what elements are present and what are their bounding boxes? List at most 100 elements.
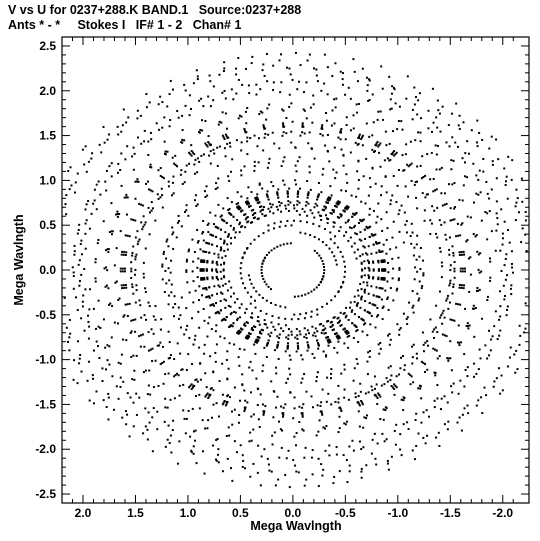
data-point (252, 325, 255, 328)
chart-subtitle: Ants * - * Stokes I IF# 1 - 2 Chan# 1 (8, 18, 242, 32)
data-point (123, 267, 126, 270)
data-point (201, 277, 204, 280)
data-point (117, 397, 120, 400)
data-point (162, 345, 165, 348)
y-tick-label: -1.5 (35, 397, 56, 411)
data-point (250, 415, 253, 418)
data-point (278, 147, 281, 150)
data-point (282, 243, 285, 246)
y-tick-label: -1.0 (35, 353, 56, 367)
data-point (375, 295, 378, 298)
data-point (339, 129, 342, 132)
data-point (84, 208, 87, 211)
data-point (149, 348, 152, 351)
data-point (252, 329, 255, 332)
data-point (225, 127, 228, 130)
data-point (398, 230, 401, 233)
data-point (448, 248, 451, 251)
data-point (279, 220, 282, 223)
data-point (278, 59, 281, 62)
data-point (249, 332, 252, 335)
data-point (224, 282, 227, 285)
data-point (222, 70, 225, 73)
data-point (364, 322, 367, 325)
data-point (489, 260, 492, 263)
data-point (350, 227, 353, 230)
data-point (197, 310, 200, 313)
data-point (315, 68, 318, 71)
data-point (246, 203, 249, 206)
data-point (337, 290, 340, 293)
data-point (363, 291, 366, 294)
data-point (498, 334, 501, 337)
data-point (510, 262, 513, 265)
data-point (276, 193, 279, 196)
data-point (184, 104, 187, 107)
data-point (266, 190, 269, 193)
data-point (377, 278, 380, 281)
data-point (79, 243, 82, 246)
data-point (316, 339, 319, 342)
data-point (345, 231, 348, 234)
data-point (372, 276, 375, 279)
data-point (333, 122, 336, 125)
data-point (245, 131, 248, 134)
data-point (460, 253, 463, 256)
data-point (437, 109, 440, 112)
data-point (230, 295, 233, 298)
data-point (292, 459, 295, 462)
data-point (262, 329, 265, 332)
data-point (139, 345, 142, 348)
data-point (335, 205, 338, 208)
data-point (230, 467, 233, 470)
data-point (183, 333, 186, 336)
data-point (280, 202, 283, 205)
data-point (117, 322, 120, 325)
data-point (262, 124, 265, 127)
data-point (228, 280, 231, 283)
data-point (440, 223, 443, 226)
data-point (122, 284, 125, 287)
x-tick-label: 1.5 (127, 506, 144, 520)
data-point (184, 210, 187, 213)
data-point (346, 335, 349, 338)
data-point (191, 407, 194, 410)
data-point (195, 378, 198, 381)
data-point (184, 89, 187, 92)
data-point (228, 212, 231, 215)
data-point (269, 288, 272, 291)
data-point (333, 475, 336, 478)
data-point (321, 329, 324, 332)
data-point (346, 331, 349, 334)
data-point (429, 178, 432, 181)
data-point (328, 454, 331, 457)
data-point (259, 210, 262, 213)
data-point (397, 279, 400, 282)
data-point (316, 80, 319, 83)
data-point (326, 133, 329, 136)
data-point (448, 284, 451, 287)
data-point (281, 134, 284, 137)
data-point (409, 163, 412, 166)
data-point (386, 297, 389, 300)
data-point (246, 197, 249, 200)
data-point (337, 431, 340, 434)
data-point (246, 321, 249, 324)
data-point (219, 300, 222, 303)
data-point (206, 259, 209, 262)
data-point (370, 385, 373, 388)
data-point (241, 328, 244, 331)
data-point (389, 203, 392, 206)
data-point (422, 176, 425, 179)
data-point (185, 269, 188, 272)
data-point (287, 200, 290, 203)
data-point (206, 427, 209, 430)
data-point (309, 188, 312, 191)
data-point (462, 184, 465, 187)
data-point (389, 338, 392, 341)
data-point (386, 227, 389, 230)
data-point (334, 259, 337, 262)
data-point (520, 241, 523, 244)
data-point (443, 221, 446, 224)
data-point (366, 259, 369, 262)
